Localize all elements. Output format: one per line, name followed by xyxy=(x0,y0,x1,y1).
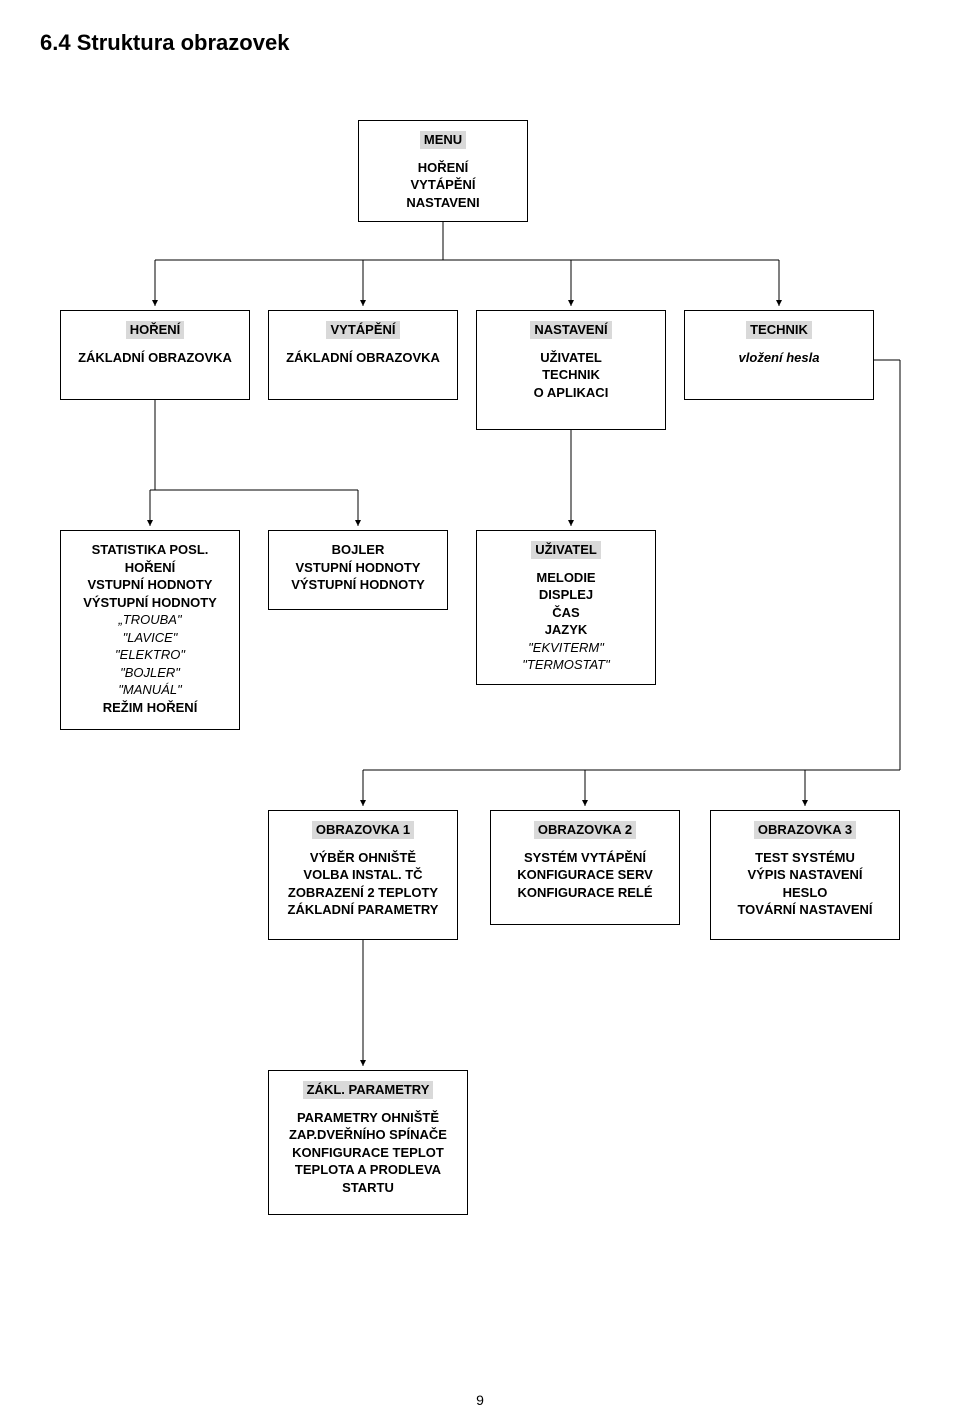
box-nastaveni-line3: O APLIKACI xyxy=(485,384,657,402)
box-nastaveni: NASTAVENÍ UŽIVATEL TECHNIK O APLIKACI xyxy=(476,310,666,430)
box-menu-line3: NASTAVENI xyxy=(367,194,519,212)
box-zaklparam: ZÁKL. PARAMETRYPARAMETRY OHNIŠTĚZAP.DVEŘ… xyxy=(268,1070,468,1215)
box-technik: TECHNIK vložení hesla xyxy=(684,310,874,400)
box-vytapeni-line1: ZÁKLADNÍ OBRAZOVKA xyxy=(277,349,449,367)
box-menu-line1: HOŘENÍ xyxy=(367,159,519,177)
box-uzivatel: UŽIVATELMELODIEDISPLEJČASJAZYK"EKVITERM"… xyxy=(476,530,656,685)
box-menu: MENU HOŘENÍ VYTÁPĚNÍ NASTAVENI xyxy=(358,120,528,222)
box-stat: STATISTIKA POSL.HOŘENÍVSTUPNÍ HODNOTYVÝS… xyxy=(60,530,240,730)
box-technik-title: TECHNIK xyxy=(746,321,812,339)
box-menu-line2: VYTÁPĚNÍ xyxy=(367,176,519,194)
box-horeni-title: HOŘENÍ xyxy=(126,321,185,339)
box-horeni-line1: ZÁKLADNÍ OBRAZOVKA xyxy=(69,349,241,367)
box-obr3: OBRAZOVKA 3TEST SYSTÉMUVÝPIS NASTAVENÍHE… xyxy=(710,810,900,940)
box-technik-line1: vložení hesla xyxy=(693,349,865,367)
section-heading: 6.4 Struktura obrazovek xyxy=(40,30,920,56)
box-vytapeni: VYTÁPĚNÍ ZÁKLADNÍ OBRAZOVKA xyxy=(268,310,458,400)
box-horeni: HOŘENÍ ZÁKLADNÍ OBRAZOVKA xyxy=(60,310,250,400)
box-nastaveni-title: NASTAVENÍ xyxy=(530,321,611,339)
box-obr1: OBRAZOVKA 1VÝBĚR OHNIŠTĚVOLBA INSTAL. TČ… xyxy=(268,810,458,940)
box-vytapeni-title: VYTÁPĚNÍ xyxy=(326,321,399,339)
box-nastaveni-line2: TECHNIK xyxy=(485,366,657,384)
box-obr2: OBRAZOVKA 2SYSTÉM VYTÁPĚNÍKONFIGURACE SE… xyxy=(490,810,680,925)
box-nastaveni-line1: UŽIVATEL xyxy=(485,349,657,367)
box-menu-title: MENU xyxy=(420,131,466,149)
box-bojler: BOJLERVSTUPNÍ HODNOTYVÝSTUPNÍ HODNOTY xyxy=(268,530,448,610)
page-root: 6.4 Struktura obrazovek xyxy=(0,0,960,1428)
page-number: 9 xyxy=(476,1392,484,1408)
